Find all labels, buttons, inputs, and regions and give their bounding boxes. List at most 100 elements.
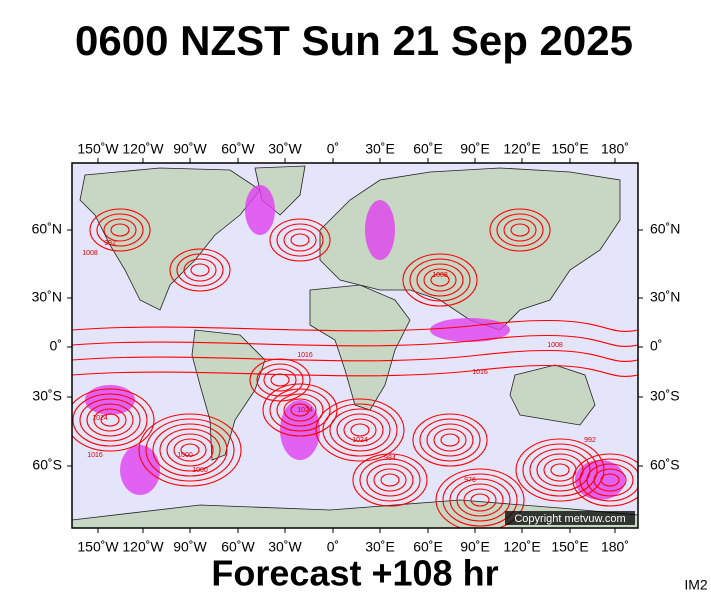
copyright: Copyright metvuw.com <box>514 513 625 525</box>
isobar <box>579 458 638 502</box>
precipitation <box>575 460 625 500</box>
isobar <box>100 413 120 427</box>
isobar <box>110 223 130 237</box>
isobar <box>423 268 457 292</box>
isobar <box>572 453 638 507</box>
isobar <box>463 488 497 512</box>
isobar <box>366 463 414 497</box>
isobar <box>529 448 591 492</box>
isobar-label: 992 <box>584 437 596 444</box>
isobar <box>173 438 207 462</box>
isobar <box>359 458 421 502</box>
isobar-label: 1008 <box>82 250 98 257</box>
north-america <box>79 167 261 311</box>
longitude-label: 120˚E <box>503 539 540 555</box>
isobar <box>263 368 297 392</box>
latitude-label: 30˚S <box>32 388 62 404</box>
latitude-label: 60˚S <box>32 457 62 473</box>
precipitation <box>245 185 275 235</box>
isobar <box>380 473 400 487</box>
longitude-label: 60˚W <box>221 539 255 555</box>
isobar <box>336 413 384 447</box>
isobar <box>350 423 370 437</box>
longitude-label: 150˚E <box>551 141 588 157</box>
isobar <box>442 473 518 527</box>
isobar <box>290 403 310 417</box>
latitude-label: 30˚N <box>32 289 62 305</box>
isobar <box>103 218 137 242</box>
isobar <box>72 388 155 452</box>
isobar <box>152 423 228 477</box>
isobar <box>276 393 324 427</box>
longitude-label: 30˚E <box>365 539 395 555</box>
isobar <box>586 463 634 497</box>
isobar-label: 1024 <box>297 407 313 414</box>
isobar <box>470 493 490 507</box>
longitude-label: 120˚W <box>122 539 164 555</box>
isobar <box>79 398 141 442</box>
isobar <box>290 233 310 247</box>
isobar-label: 1000 <box>177 452 193 459</box>
longitude-label: 180˚ <box>601 539 629 555</box>
precipitation <box>85 385 135 415</box>
longitude-label: 60˚E <box>413 141 443 157</box>
isobar <box>550 463 570 477</box>
isobar <box>138 413 242 487</box>
isobar-label: 1016 <box>472 369 488 376</box>
isobar-label: 992 <box>104 240 116 247</box>
isobar <box>510 223 530 237</box>
longitude-label: 30˚W <box>268 539 302 555</box>
isobar <box>329 408 391 452</box>
longitude-label: 120˚W <box>122 141 164 157</box>
south-america <box>191 329 266 461</box>
australia <box>509 364 596 426</box>
isobar <box>72 334 638 348</box>
longitude-label: 60˚E <box>413 539 443 555</box>
isobar <box>190 263 210 277</box>
latitude-label: 60˚N <box>650 221 680 237</box>
isobar <box>72 349 638 363</box>
isobar <box>489 208 551 252</box>
longitude-label: 30˚E <box>365 141 395 157</box>
isobar <box>322 403 398 457</box>
isobar <box>283 398 317 422</box>
isobar <box>72 319 638 333</box>
isobar-label: 1024 <box>92 415 108 422</box>
antarctica <box>72 499 638 528</box>
map: 1016 1024 1008 992 1000 1016 1024 1008 984 976 101… <box>71 162 639 529</box>
longitude-label: 150˚W <box>77 141 119 157</box>
isobar <box>440 433 460 447</box>
latitude-label: 60˚S <box>650 457 680 473</box>
latitude-label: 30˚S <box>650 388 680 404</box>
isobar <box>409 258 471 302</box>
isobar <box>93 408 127 432</box>
copyright-box <box>505 511 635 525</box>
latitude-label: 0˚ <box>650 338 662 354</box>
isobar <box>145 418 235 482</box>
isobar <box>276 223 324 257</box>
precipitation <box>280 400 320 460</box>
longitude-label: 90˚E <box>460 539 490 555</box>
longitude-label: 90˚W <box>173 141 207 157</box>
isobar <box>412 413 488 467</box>
isobar <box>433 428 467 452</box>
isobar <box>176 253 224 287</box>
longitude-label: 0˚ <box>327 539 339 555</box>
isobar <box>159 428 221 472</box>
isobar-label: 1016 <box>87 452 103 459</box>
longitude-label: 90˚E <box>460 141 490 157</box>
isobar <box>183 258 217 282</box>
isobar <box>89 208 151 252</box>
isobar <box>600 473 620 487</box>
eurasia <box>319 167 621 331</box>
title: 0600 NZST Sun 21 Sep 2025 <box>75 17 633 64</box>
isobar-label: 976 <box>464 477 476 484</box>
precipitation <box>120 445 160 495</box>
isobar <box>402 253 478 307</box>
isobar <box>496 213 544 247</box>
isobar <box>456 483 504 517</box>
precipitation <box>365 200 395 260</box>
latitude-label: 30˚N <box>650 289 680 305</box>
africa <box>309 284 411 411</box>
